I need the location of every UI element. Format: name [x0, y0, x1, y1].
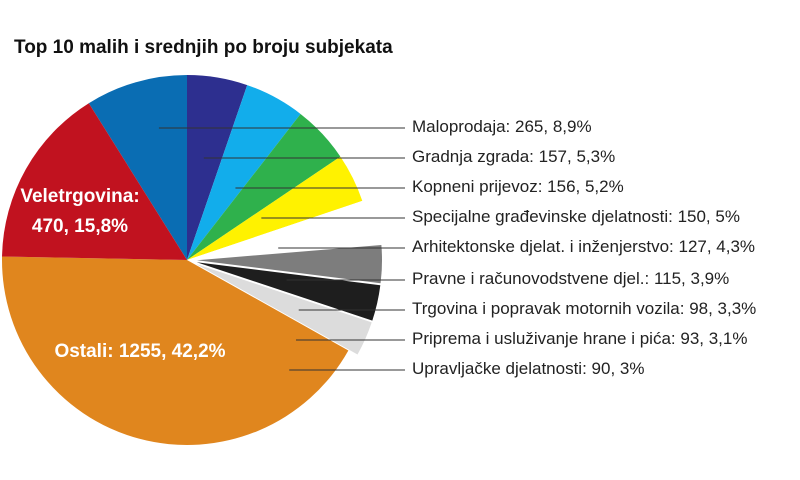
- slice-value: 470, 15,8%: [32, 216, 128, 237]
- pie-slice: [187, 200, 372, 260]
- slice-value: 150, 5%: [678, 207, 740, 226]
- slice-name: Trgovina i popravak motornih vozila:: [412, 299, 684, 318]
- slice-label: Pravne i računovodstvene djel.: 115, 3,9…: [412, 269, 729, 288]
- pie-slice: [196, 262, 381, 321]
- pie-slice: [187, 113, 341, 260]
- slice-name: Specijalne građevinske djelatnosti:: [412, 207, 673, 226]
- pie-slice: [196, 244, 382, 284]
- slice-label: Upravljačke djelatnosti: 90, 3%: [412, 359, 644, 378]
- slice-label: Priprema i usluživanje hrane i pića: 93,…: [412, 329, 747, 348]
- slice-label: Ostali: 1255, 42,2%: [54, 341, 225, 362]
- slice-label: Trgovina i popravak motornih vozila: 98,…: [412, 299, 756, 318]
- slice-label: Veletrgovina: 470, 15,8%: [20, 186, 139, 237]
- slice-name: Veletrgovina:: [20, 186, 139, 207]
- slice-label: Specijalne građevinske djelatnosti: 150,…: [412, 207, 740, 226]
- pie-slice: [187, 85, 301, 260]
- pie-slice: [196, 264, 372, 355]
- chart-title: Top 10 malih i srednjih po broju subjeka…: [14, 37, 393, 58]
- slice-name: Gradnja zgrada:: [412, 147, 534, 166]
- slice-label: Gradnja zgrada: 157, 5,3%: [412, 147, 615, 166]
- slice-name: Kopneni prijevoz:: [412, 177, 542, 196]
- pie-slice: [187, 156, 363, 260]
- slice-value: 265, 8,9%: [515, 117, 592, 136]
- slice-label: Arhitektonske djelat. i inženjerstvo: 12…: [412, 237, 755, 256]
- pie-slice: [2, 103, 187, 261]
- pie-slice: [187, 75, 248, 260]
- slice-value: 157, 5,3%: [539, 147, 616, 166]
- slice-value: 1255, 42,2%: [119, 341, 226, 362]
- slice-value: 93, 3,1%: [680, 329, 747, 348]
- slice-label: Maloprodaja: 265, 8,9%: [412, 117, 592, 136]
- slice-name: Priprema i usluživanje hrane i pića:: [412, 329, 676, 348]
- pie-slice: [88, 75, 187, 260]
- slice-label: Kopneni prijevoz: 156, 5,2%: [412, 177, 624, 196]
- slice-name: Upravljačke djelatnosti:: [412, 359, 587, 378]
- slice-name: Arhitektonske djelat. i inženjerstvo:: [412, 237, 674, 256]
- slice-value: 127, 4,3%: [678, 237, 755, 256]
- slice-name: Ostali:: [54, 341, 113, 362]
- slice-value: 115, 3,9%: [654, 269, 729, 288]
- slice-value: 156, 5,2%: [547, 177, 624, 196]
- slice-value: 90, 3%: [592, 359, 645, 378]
- pie-slice: [1, 256, 349, 445]
- slice-name: Maloprodaja:: [412, 117, 510, 136]
- slice-name: Pravne i računovodstvene djel.:: [412, 269, 649, 288]
- slice-value: 98, 3,3%: [689, 299, 756, 318]
